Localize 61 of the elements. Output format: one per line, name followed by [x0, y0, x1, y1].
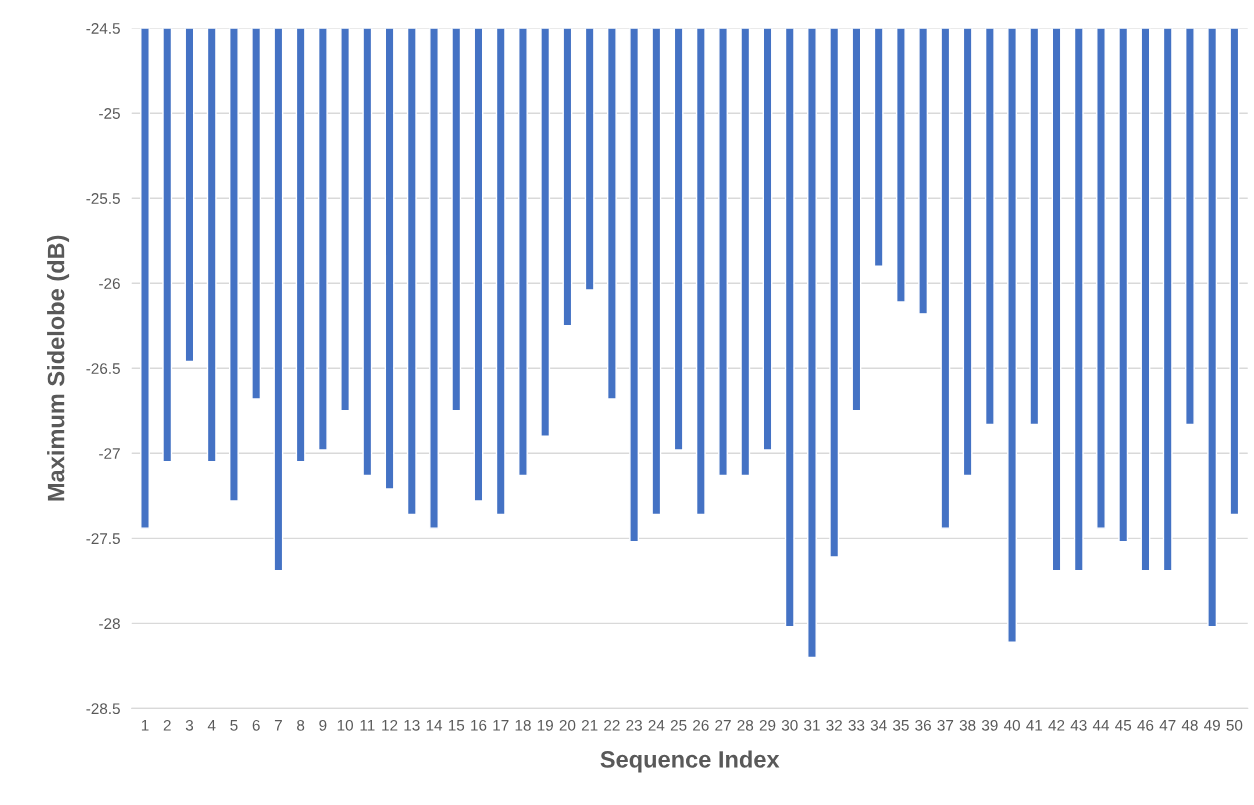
- x-tick-label: 29: [759, 719, 776, 731]
- x-tick-label: 14: [426, 720, 443, 731]
- x-axis-title: Sequence Index: [600, 750, 780, 773]
- x-tick-label: 49: [1204, 719, 1220, 731]
- x-tick-label: 11: [360, 720, 375, 731]
- x-tick-label: 18: [515, 719, 531, 731]
- x-tick-label: 43: [1070, 719, 1087, 731]
- x-tick-label: 31: [804, 719, 820, 731]
- y-tick-label: -27.5: [86, 533, 120, 545]
- x-tick-label: 50: [1226, 719, 1243, 731]
- x-tick-label: 13: [404, 719, 420, 731]
- x-tick-label: 33: [848, 719, 865, 731]
- x-tick-label: 1: [141, 720, 149, 731]
- x-tick-label: 35: [892, 719, 909, 731]
- x-tick-label: 41: [1026, 720, 1043, 731]
- x-tick-label: 27: [715, 719, 731, 731]
- x-tick-label: 39: [981, 719, 998, 731]
- y-tick-label: -28.5: [86, 703, 120, 715]
- x-tick-label: 4: [207, 720, 216, 731]
- x-tick-label: 25: [670, 719, 687, 731]
- y-tick-label: -25.5: [86, 193, 120, 204]
- x-tick-label: 20: [559, 719, 576, 731]
- y-tick-label: -24.5: [86, 23, 120, 34]
- y-tick-label: -27: [99, 448, 120, 459]
- x-tick-label: 15: [448, 720, 465, 731]
- y-tick-label: -25: [99, 108, 120, 119]
- x-tick-label: 48: [1181, 719, 1198, 731]
- x-tick-label: 6: [252, 719, 260, 731]
- x-tick-label: 8: [297, 719, 305, 731]
- x-tick-label: 28: [737, 719, 754, 731]
- x-tick-label: 45: [1115, 720, 1132, 731]
- x-tick-label: 44: [1092, 720, 1110, 731]
- y-tick-label: -26.5: [86, 363, 120, 374]
- x-tick-label: 30: [781, 719, 798, 731]
- x-tick-label: 16: [471, 719, 487, 731]
- x-tick-label: 36: [915, 719, 931, 731]
- x-tick-label: 47: [1159, 720, 1176, 731]
- x-tick-label: 19: [537, 719, 553, 731]
- y-tick-label: -28: [99, 618, 120, 630]
- x-tick-label: 5: [230, 720, 238, 731]
- x-tick-label: 22: [604, 719, 620, 731]
- x-tick-label: 46: [1137, 719, 1154, 731]
- x-tick-label: 23: [626, 719, 642, 731]
- x-tick-label: 2: [163, 719, 171, 731]
- x-tick-label: 3: [185, 719, 194, 731]
- x-tick-label: 38: [959, 719, 976, 731]
- x-tick-label: 7: [274, 720, 282, 731]
- x-tick-label: 42: [1048, 719, 1065, 731]
- x-tick-label: 12: [382, 719, 398, 731]
- x-tick-label: 26: [693, 719, 709, 731]
- x-tick-label: 34: [870, 719, 887, 731]
- x-tick-label: 9: [319, 719, 327, 731]
- y-tick-label: -26: [99, 278, 120, 289]
- x-tick-label: 17: [493, 720, 509, 731]
- x-tick-label: 24: [648, 719, 665, 731]
- x-tick-label: 10: [337, 719, 353, 731]
- x-tick-label: 21: [581, 719, 598, 731]
- y-axis-title: Maximum Sidelobe (dB): [47, 235, 70, 501]
- x-tick-label: 37: [937, 719, 954, 731]
- x-tick-label: 32: [826, 719, 842, 731]
- x-tick-label: 40: [1003, 719, 1020, 731]
